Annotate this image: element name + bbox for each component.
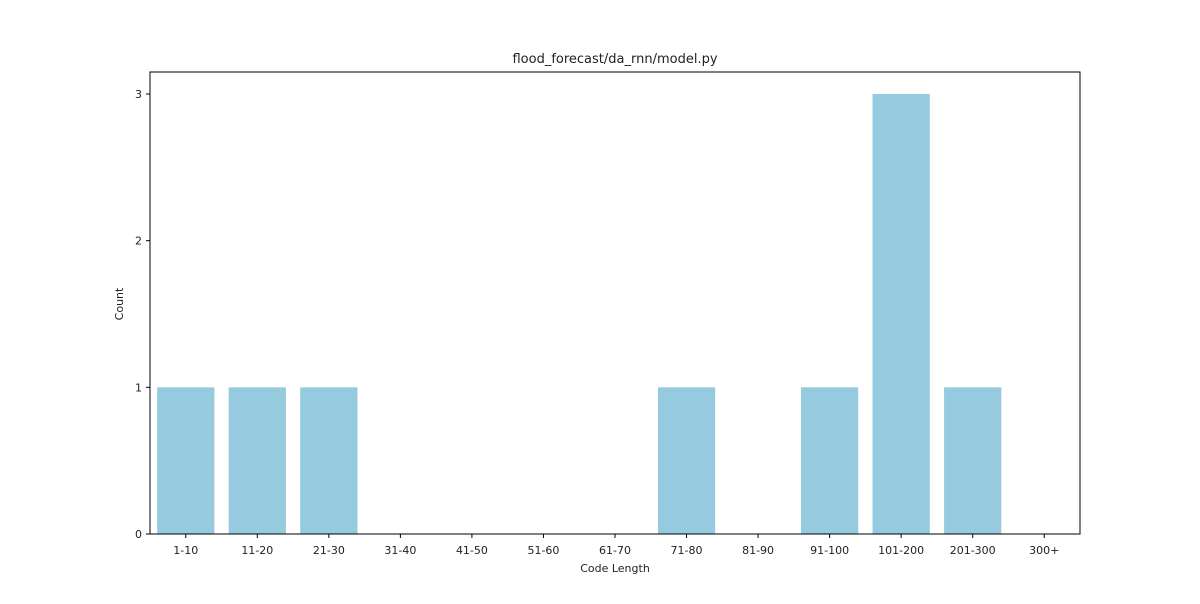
x-tick-label: 31-40 [384,544,416,557]
x-tick-label: 300+ [1029,544,1059,557]
bars-layer [157,94,1001,534]
x-axis-label: Code Length [580,562,650,575]
y-tick-label: 0 [135,528,142,541]
y-axis-label: Count [113,287,126,320]
x-tick-label: 1-10 [173,544,198,557]
bar-101-200 [873,94,930,534]
chart-title: flood_forecast/da_rnn/model.py [512,52,717,67]
x-tick-label: 71-80 [671,544,703,557]
bar-71-80 [658,387,715,534]
plot-frame [150,72,1080,534]
y-axis-ticks: 0 1 2 3 [135,88,150,541]
x-tick-label: 51-60 [527,544,559,557]
bar-91-100 [801,387,858,534]
bar-1-10 [157,387,214,534]
x-tick-label: 201-300 [950,544,996,557]
y-tick-label: 1 [135,381,142,394]
x-tick-label: 81-90 [742,544,774,557]
x-axis-ticks: 1-10 11-20 21-30 31-40 41-50 51-60 61-70 71-80 8… [173,534,1059,557]
x-tick-label: 21-30 [313,544,345,557]
bar-21-30 [300,387,357,534]
x-tick-label: 61-70 [599,544,631,557]
y-tick-label: 3 [135,88,142,101]
x-tick-label: 11-20 [241,544,273,557]
x-tick-label: 101-200 [878,544,924,557]
x-tick-label: 41-50 [456,544,488,557]
y-tick-label: 2 [135,235,142,248]
x-tick-label: 91-100 [810,544,849,557]
bar-11-20 [229,387,286,534]
bar-201-300 [944,387,1001,534]
